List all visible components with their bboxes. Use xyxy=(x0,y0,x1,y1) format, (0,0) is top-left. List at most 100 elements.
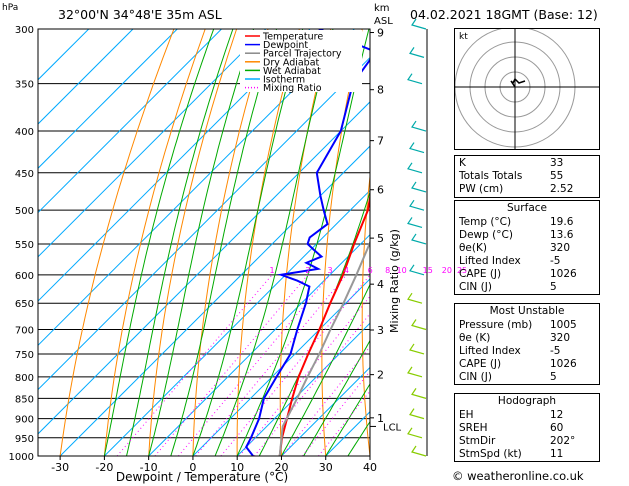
pressure-tick-label: 950 xyxy=(15,434,34,445)
dry-adiabat-line xyxy=(361,171,370,456)
hodograph: kt xyxy=(454,26,599,149)
wind-barb xyxy=(407,162,423,174)
dry-adiabat-line xyxy=(236,29,300,456)
surface-row: Temp (°C) 19.6 xyxy=(459,216,574,228)
surface-title: Surface xyxy=(506,202,547,214)
temp-tick-label: 10 xyxy=(230,461,244,474)
mu-row: CAPE (J) 1026 xyxy=(459,358,577,370)
date-title: 04.02.2021 18GMT (Base: 12) xyxy=(410,7,598,22)
temp-tick-label: 0 xyxy=(189,461,196,474)
location-title: 32°00'N 34°48'E 35m ASL xyxy=(58,7,222,22)
wet-adiabat-line xyxy=(303,339,370,456)
wind-barb xyxy=(407,366,423,378)
isotherm-line xyxy=(104,189,370,456)
x-axis-label: Dewpoint / Temperature (°C) xyxy=(116,470,288,484)
indices-panel: K 33 Totals Totals 55 PW (cm) 2.52 xyxy=(454,155,600,198)
wet-adiabat-line xyxy=(103,29,215,456)
surface-row: CIN (J) 5 xyxy=(459,281,557,293)
wind-barb xyxy=(407,292,423,304)
isotherm-line xyxy=(38,29,134,125)
mixing-ratio-label: 25 xyxy=(457,266,467,275)
pressure-tick-label: 800 xyxy=(15,373,34,384)
mixing-ratio-line xyxy=(281,345,370,456)
mixing-ratio-label: 1 xyxy=(270,266,275,275)
mixing-ratio-line xyxy=(220,274,370,456)
wind-barb xyxy=(409,199,425,211)
legend-label: Isotherm xyxy=(263,75,305,86)
wind-barb xyxy=(411,18,427,30)
km-tick-label: 5 xyxy=(377,232,384,245)
isotherm-line xyxy=(148,233,370,456)
pressure-tick-label: 300 xyxy=(15,25,34,36)
mu-row: Pressure (mb) 1005 xyxy=(459,319,577,331)
wind-barb xyxy=(409,343,425,355)
surface-row: Lifted Index -5 xyxy=(459,255,561,267)
mu-row: Lifted Index -5 xyxy=(459,345,561,357)
wind-barb xyxy=(409,142,425,154)
km-tick-label: 9 xyxy=(377,27,384,40)
temp-tick-label: 30 xyxy=(319,461,333,474)
dry-adiabat-line xyxy=(148,29,238,456)
wet-adiabat-line xyxy=(170,29,278,456)
wind-barb xyxy=(407,217,423,229)
wet-adiabat-line xyxy=(192,29,304,456)
plot-frame xyxy=(37,28,371,457)
dry-adiabat-line xyxy=(192,29,269,456)
wind-barb xyxy=(411,181,427,193)
isotherm-line xyxy=(38,101,370,435)
temp-tick-label: 20 xyxy=(274,461,288,474)
wind-barb xyxy=(407,427,423,439)
wind-barb xyxy=(411,445,427,457)
hodo-row: StmSpd (kt) 11 xyxy=(459,448,564,460)
dewpoint-line xyxy=(245,29,370,456)
mu-row: CIN (J) 5 xyxy=(459,371,557,383)
pressure-tick-label: 450 xyxy=(15,169,34,180)
km-tick-label: 1 xyxy=(377,412,384,425)
wind-barb xyxy=(407,73,423,85)
km-tick-label: 6 xyxy=(377,184,384,197)
pressure-tick-label: 700 xyxy=(15,326,34,337)
lcl-label: LCL xyxy=(383,422,402,433)
isotherm-line xyxy=(192,278,370,456)
temp-tick-label: 40 xyxy=(363,461,377,474)
mixing-ratio-label: 15 xyxy=(423,266,433,275)
most-unstable-panel: Most Unstable Pressure (mb) 1005 θe (K) 32… xyxy=(454,303,600,385)
credit-text: © weatheronline.co.uk xyxy=(452,469,584,483)
hodograph-trace xyxy=(510,77,526,88)
mixing-ratio-label: 6 xyxy=(368,266,373,275)
km-tick-label: 8 xyxy=(377,84,384,97)
isotherm-line xyxy=(38,29,311,302)
mixing-ratio-axis-label: Mixing Ratio (g/kg) xyxy=(388,229,401,333)
hodograph-kt-label: kt xyxy=(459,32,468,42)
surface-row: CAPE (J) 1026 xyxy=(459,268,577,280)
pressure-tick-label: 900 xyxy=(15,415,34,426)
mixing-ratio-label: 20 xyxy=(442,266,452,275)
hodograph-table-panel: Hodograph EH 12 SREH 60 StmDir 202° StmSpd … xyxy=(454,393,600,462)
most-unstable-title: Most Unstable xyxy=(489,305,565,317)
mixing-ratio-label: 8 xyxy=(385,266,390,275)
pressure-tick-label: 750 xyxy=(15,350,34,361)
legend-label: Temperature xyxy=(262,32,323,43)
legend-label: Dry Adiabat xyxy=(263,57,320,68)
mu-row: θe (K) 320 xyxy=(459,332,571,344)
pressure-tick-label: 400 xyxy=(15,127,34,138)
pressure-tick-label: 650 xyxy=(15,299,34,310)
dry-adiabat-line xyxy=(59,29,175,456)
temp-tick-label: -10 xyxy=(140,461,158,474)
asl-label: ASL xyxy=(374,16,393,27)
wet-adiabat-line xyxy=(325,383,370,456)
km-tick-label: 2 xyxy=(377,369,384,382)
wind-barb xyxy=(411,319,427,331)
legend-label: Parcel Trajectory xyxy=(263,49,342,60)
isotherm-line xyxy=(38,56,370,391)
index-pw: PW (cm) 2.52 xyxy=(459,183,574,195)
mixing-ratio-line xyxy=(195,274,347,456)
wind-barb xyxy=(409,47,425,58)
surface-panel: Surface Temp (°C) 19.6 Dewp (°C) 13.6 θe(K… xyxy=(454,200,600,295)
wind-barb xyxy=(409,264,425,276)
dry-adiabat-line xyxy=(613,29,629,456)
mixing-ratio-line xyxy=(253,312,370,456)
wind-barb xyxy=(411,120,427,132)
hodo-row: SREH 60 xyxy=(459,422,564,434)
hodo-row: StmDir 202° xyxy=(459,435,576,447)
